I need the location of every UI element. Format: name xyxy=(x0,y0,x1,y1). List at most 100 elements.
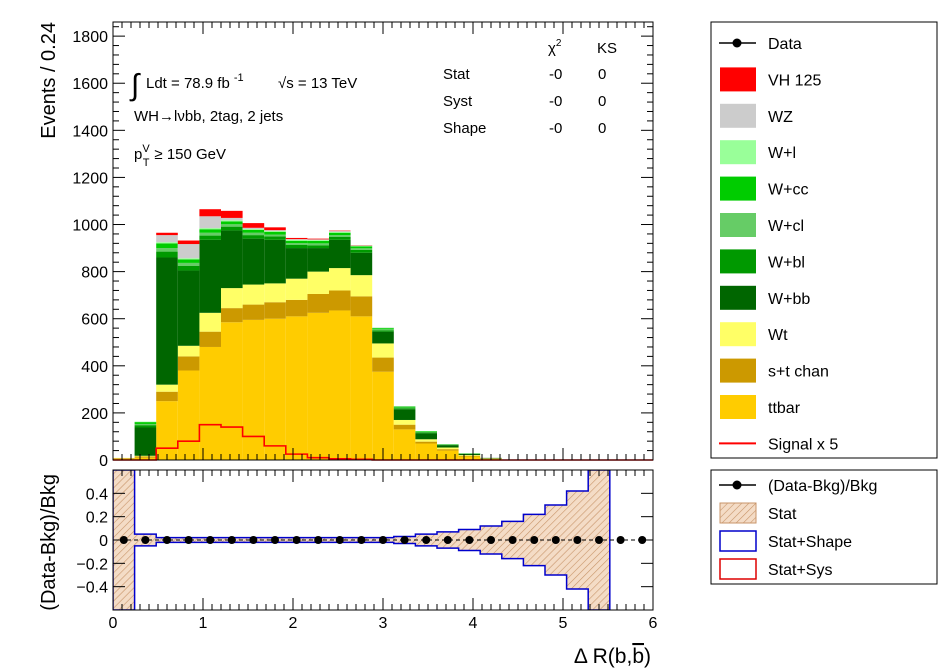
x-tick-label: 5 xyxy=(559,615,568,632)
bar-wcc xyxy=(177,259,200,263)
legend-swatch xyxy=(719,502,757,524)
bar-st xyxy=(264,302,286,319)
bar-wz xyxy=(199,216,221,229)
bar-vh125 xyxy=(156,232,178,236)
ratio-y-tick-label: 0.2 xyxy=(86,510,108,527)
legend-swatch xyxy=(720,140,756,165)
bar-wl xyxy=(307,240,329,241)
bar-wbl xyxy=(156,251,178,258)
stats-row-chi2: -0 xyxy=(549,120,562,137)
stats-row-label: Stat xyxy=(443,66,471,83)
bar-wl xyxy=(264,230,286,232)
lumi-text: Ldt = 78.9 fb -1 xyxy=(146,72,244,92)
ratio-point xyxy=(357,536,366,544)
ratio-point xyxy=(184,536,193,544)
legend-label: WZ xyxy=(768,109,793,126)
legend-entry: Signal x 5 xyxy=(719,436,838,453)
bar-wbl xyxy=(329,236,351,240)
bar-wbl xyxy=(177,265,200,271)
legend-label: W+bb xyxy=(768,291,810,308)
main-y-axis-label: Events / 0.24 xyxy=(38,22,60,139)
bar-wbb xyxy=(372,331,394,344)
ratio-legend: (Data-Bkg)/Bkg Stat Stat+Shape Stat+Sys xyxy=(710,469,938,585)
bar-wt xyxy=(393,419,416,425)
ratio-point xyxy=(163,536,171,544)
legend-label: Wt xyxy=(768,327,788,344)
bar-wbb xyxy=(285,248,308,279)
bar-wcl xyxy=(221,224,243,227)
bar-wt xyxy=(350,275,373,297)
x-tick-label: 0 xyxy=(109,615,118,632)
y-tick-label: 1400 xyxy=(72,123,108,140)
bar-vh125 xyxy=(307,238,329,240)
bar-wcc xyxy=(221,221,243,225)
lumi-exponent: -1 xyxy=(234,72,244,84)
bar-wbl xyxy=(393,408,416,410)
bar-st xyxy=(221,308,243,323)
bar-st xyxy=(285,299,308,317)
bar-wcl xyxy=(329,235,351,237)
bar-ttbar xyxy=(285,316,308,460)
bar-wbl xyxy=(199,235,221,240)
legend-label: Signal x 5 xyxy=(768,436,838,453)
legend-entry: W+bb xyxy=(720,285,810,310)
bar-wcl xyxy=(350,248,373,250)
bar-st xyxy=(113,458,135,459)
main-x-ticks xyxy=(112,22,654,460)
bar-wl xyxy=(329,231,351,233)
bar-st xyxy=(329,290,351,311)
ratio-point xyxy=(379,536,387,544)
bar-ttbar xyxy=(415,443,437,460)
bar-wbb xyxy=(393,409,416,420)
legend-label: s+t chan xyxy=(768,364,829,381)
ratio-y-tick-label: −0.2 xyxy=(76,556,108,573)
ratio-point xyxy=(487,536,495,544)
ratio-point xyxy=(443,536,452,544)
main-y-ticks: 0 200 400 600 800 1000 1200 1400 1600 1800 xyxy=(72,26,653,470)
sqrt-s-text: √s = 13 TeV xyxy=(278,75,357,92)
legend-swatch xyxy=(720,395,756,419)
x-tick-label: 4 xyxy=(469,615,478,632)
bar-wcl xyxy=(264,234,286,237)
bar-wt xyxy=(307,271,329,294)
bar-ttbar xyxy=(393,429,416,460)
ratio-y-tick-label: 0 xyxy=(99,533,108,550)
legend-marker xyxy=(732,38,742,48)
bar-wbb xyxy=(134,427,157,456)
bar-st xyxy=(372,357,394,372)
bar-ttbar xyxy=(177,370,200,460)
bar-ttbar xyxy=(458,456,481,460)
bar-vh125 xyxy=(264,227,286,231)
ratio-legend-entry: (Data-Bkg)/Bkg xyxy=(719,478,877,495)
legend-swatch xyxy=(720,67,756,92)
ptv-base: p xyxy=(134,146,142,163)
ratio-y-tick-label: −0.4 xyxy=(76,580,108,597)
ratio-point xyxy=(551,536,560,544)
legend-marker xyxy=(732,480,742,490)
bar-wl xyxy=(177,258,200,260)
legend-swatch xyxy=(720,176,756,201)
ratio-point xyxy=(335,536,344,544)
bar-wcl xyxy=(242,232,265,236)
bar-wt xyxy=(156,384,178,392)
stacked-bars xyxy=(113,209,524,460)
ratio-point xyxy=(400,536,409,544)
y-tick-label: 0 xyxy=(99,453,108,470)
stats-table: χ2 KS Stat -0 0 Syst -0 0 Shape -0 0 xyxy=(443,38,617,137)
bar-wbl xyxy=(350,249,373,253)
bar-wt xyxy=(415,439,437,442)
bar-ttbar xyxy=(156,401,178,460)
channel-text: WH→lνbb, 2tag, 2 jets xyxy=(134,108,283,125)
legend-label: (Data-Bkg)/Bkg xyxy=(768,478,877,495)
ratio-legend-entry: Stat xyxy=(719,502,797,524)
ratio-y-ticks: −0.4 −0.2 0 0.2 0.4 xyxy=(76,486,653,597)
bar-wcc xyxy=(285,240,308,244)
bar-wbb xyxy=(329,239,351,269)
legend-swatch xyxy=(720,103,756,128)
legend-entry: W+bl xyxy=(720,249,805,274)
y-tick-label: 1800 xyxy=(72,29,108,46)
bar-wz xyxy=(156,235,178,243)
stats-col-ks: KS xyxy=(597,40,617,57)
bar-wbl xyxy=(285,245,308,249)
ratio-legend-box xyxy=(710,469,938,585)
